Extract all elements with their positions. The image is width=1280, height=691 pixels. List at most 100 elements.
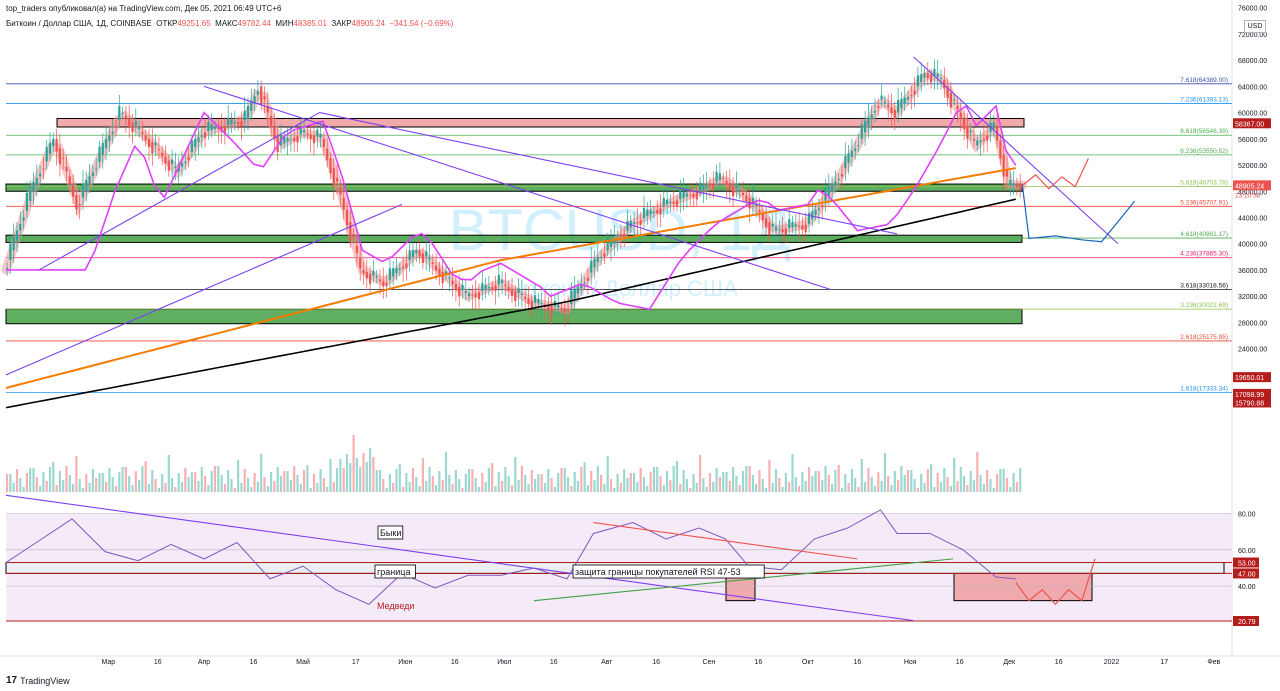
candle-body (375, 276, 378, 278)
volume-bar (461, 488, 464, 492)
candle-body (953, 99, 956, 101)
volume-bar (553, 487, 556, 492)
volume-bar (517, 480, 520, 492)
volume-bar (705, 487, 708, 492)
candle-body (897, 100, 900, 113)
candle-body (656, 210, 659, 214)
candle-body (223, 126, 226, 134)
volume-bar (807, 467, 811, 492)
candle-body (270, 115, 273, 126)
time-tick-label: Мар (101, 659, 115, 666)
volume-bar (893, 471, 896, 492)
volume-bar (1009, 487, 1012, 492)
candle-body (913, 90, 916, 95)
volume-bar (906, 470, 910, 492)
candle-body (19, 224, 22, 231)
volume-bar (141, 466, 144, 492)
candle-body (814, 209, 817, 215)
candle-body (728, 183, 731, 191)
candle-body (626, 220, 629, 231)
price-zone-support (5, 234, 1023, 243)
ma-50-line (6, 104, 1017, 311)
fib-level-label: 6.618(56546.39) (1180, 128, 1228, 135)
currency-button[interactable]: USD (1244, 20, 1266, 33)
price-tick-label: 56000.00 (1238, 137, 1267, 144)
candle-body (418, 250, 421, 257)
candle-body (246, 106, 250, 120)
candle-body (537, 299, 540, 304)
volume-bar (702, 478, 705, 492)
volume-bar (649, 472, 652, 492)
candle-body (105, 139, 108, 148)
volume-bar (62, 480, 65, 492)
price-tick-label: 60000.00 (1238, 111, 1267, 118)
candle-body (395, 268, 398, 274)
volume-bar (530, 470, 533, 492)
volume-bar (378, 470, 382, 492)
candle-body (527, 298, 530, 305)
volume-bar (979, 475, 982, 492)
candle-body (893, 109, 896, 120)
close-value: 48905.24 (351, 19, 385, 28)
volume-bar (910, 470, 913, 492)
time-tick-label: Окт (802, 659, 815, 666)
volume-bar (124, 467, 127, 492)
rsi-annotation: граница (377, 567, 410, 577)
candle-body (563, 308, 566, 313)
volume-bar (147, 484, 151, 492)
volume-bar (758, 470, 761, 492)
volume-bar (497, 472, 500, 492)
volume-bar (567, 477, 570, 492)
candle-body (883, 101, 886, 103)
candle-body (441, 271, 444, 283)
volume-bar (329, 459, 332, 492)
volume-bar (240, 483, 243, 492)
candle-body (147, 138, 151, 148)
close-label: ЗАКР (331, 19, 352, 28)
volume-bar (91, 469, 94, 492)
volume-bar (897, 480, 900, 492)
forecast-path (1021, 185, 1136, 243)
candle-body (131, 122, 134, 133)
volume-bar (134, 471, 137, 492)
candle-body (761, 214, 764, 220)
volume-bar (755, 484, 758, 492)
volume-bar (227, 470, 230, 492)
volume-bar (732, 467, 735, 492)
volume-bar (111, 477, 114, 492)
volume-bar (953, 458, 956, 492)
fib-level-label: 7.236(61393.13) (1180, 96, 1228, 103)
volume-bar (276, 467, 279, 492)
volume-bar (765, 488, 768, 492)
volume-bar (184, 468, 187, 492)
sma-200-line (5, 198, 1016, 409)
tradingview-logo[interactable]: 17 TradingView (6, 675, 70, 686)
candle-body (679, 189, 682, 200)
candle-body (613, 238, 616, 244)
volume-bar (197, 481, 200, 492)
volume-bar (817, 471, 820, 492)
volume-bar (738, 485, 741, 492)
candle-body (949, 92, 952, 108)
candle-body (1005, 169, 1009, 177)
volume-bar (629, 473, 632, 492)
volume-bar (42, 472, 45, 492)
candle-body (461, 284, 464, 291)
volume-bar (616, 474, 619, 492)
candle-body (992, 122, 995, 129)
candle-body (1009, 179, 1012, 185)
change-value: −341.54 (−0.69%) (389, 19, 454, 28)
volume-bar (633, 473, 636, 492)
fib-level-label: 7.618(64389.00) (1180, 77, 1228, 84)
volume-bar (448, 475, 451, 492)
volume-bar (352, 435, 355, 492)
candle-body (256, 91, 259, 95)
volume-bar (669, 480, 672, 492)
volume-bar (468, 469, 471, 492)
candle-body (448, 277, 451, 279)
candle-body (887, 104, 890, 108)
candle-body (322, 138, 325, 148)
rsi-annotation-box (377, 525, 404, 540)
candle-body (514, 290, 517, 302)
